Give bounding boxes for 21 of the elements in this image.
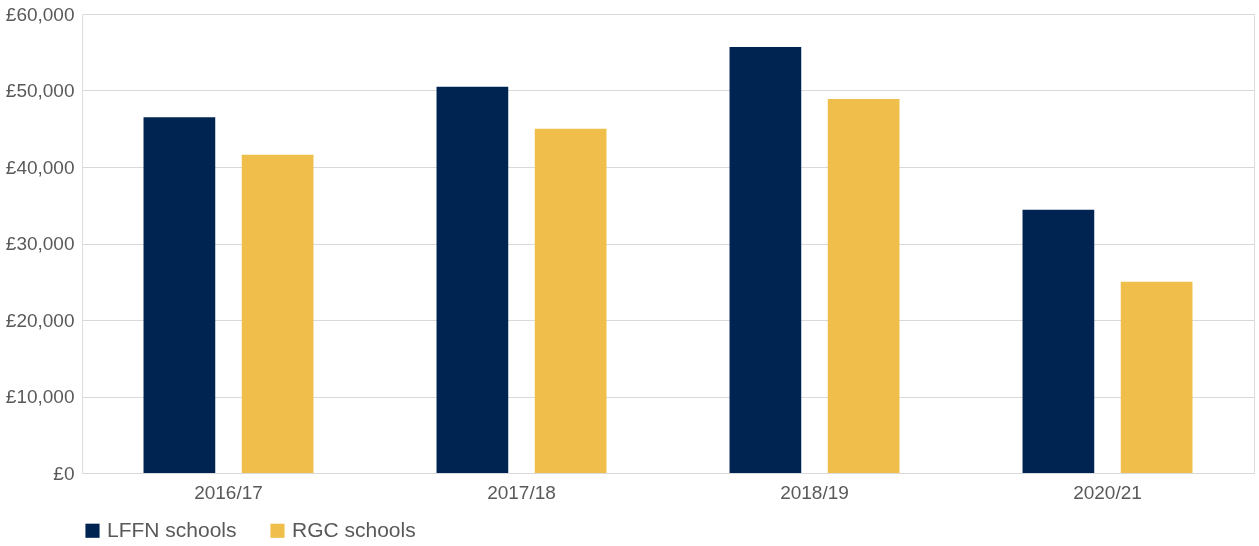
x-tick-label: 2016/17 [194,481,263,503]
bar [436,86,509,473]
bar [241,154,314,473]
y-tick-label: £40,000 [5,156,75,178]
y-tick-label: £0 [53,462,75,484]
x-tick-label: 2020/21 [1073,481,1142,503]
y-tick-label: £20,000 [5,309,75,331]
bar [1120,281,1193,473]
bar [1022,209,1095,473]
bar [827,98,900,473]
legend-label: RGC schools [292,517,416,541]
y-tick-label: £60,000 [5,3,75,25]
bar [143,117,216,473]
x-tick-label: 2018/19 [780,481,849,503]
bar [729,46,802,473]
y-tick-label: £30,000 [5,233,75,254]
y-tick-label: £10,000 [5,386,75,407]
bar [534,128,607,473]
legend-label: LFFN schools [107,517,237,541]
x-tick-label: 2017/18 [487,481,556,503]
y-tick-label: £50,000 [5,80,75,101]
